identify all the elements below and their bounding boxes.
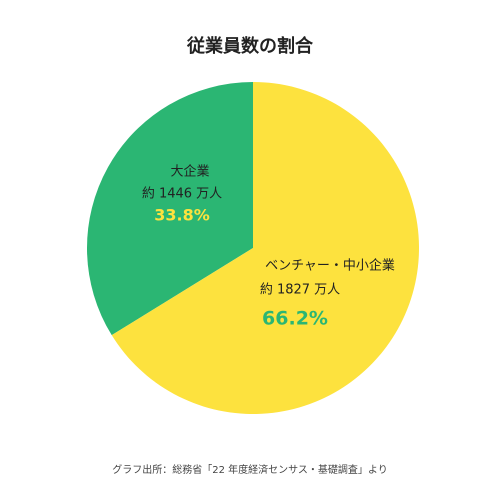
pie-slice [111,82,419,414]
value-label: 66.2% [262,308,328,330]
slice-label: ベンチャー・中小企業 [265,258,395,274]
value-label: 33.8% [154,206,210,225]
source-note: グラフ出所：総務省「22 年度経済センサス・基礎調査」より [112,463,388,476]
slice-sublabel: 約 1446 万人 [142,187,222,202]
slice-sublabel: 約 1827 万人 [260,283,340,298]
chart-title: 従業員数の割合 [186,35,314,57]
slice-label: 大企業 [170,164,209,180]
pie-slice [87,82,254,336]
